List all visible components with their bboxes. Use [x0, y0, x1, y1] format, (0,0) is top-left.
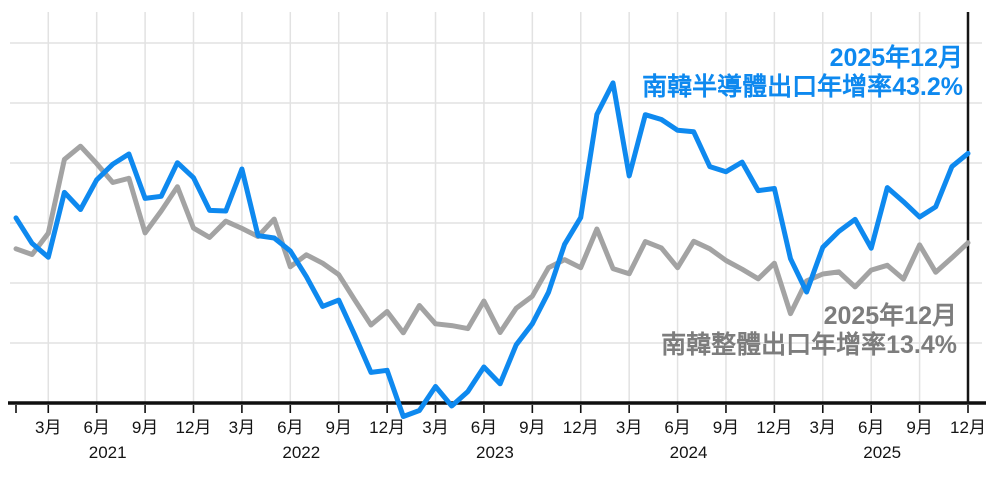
month-tick-label: 9月	[325, 418, 351, 437]
year-label: 2025	[863, 443, 901, 462]
month-tick-label: 6月	[277, 418, 303, 437]
month-tick-label: 9月	[519, 418, 545, 437]
month-tick-label: 3月	[810, 418, 836, 437]
year-label: 2023	[476, 443, 514, 462]
month-tick-label: 9月	[132, 418, 158, 437]
x-axis-ticks	[15, 405, 969, 413]
x-axis-year-labels: 2021 2022 2023 2024 2025	[89, 443, 901, 462]
month-tick-label: 9月	[906, 418, 932, 437]
month-tick-label: 6月	[83, 418, 109, 437]
month-tick-label: 3月	[616, 418, 642, 437]
horizontal-gridlines	[10, 42, 982, 344]
month-tick-label: 12月	[369, 418, 405, 437]
year-label: 2024	[670, 443, 708, 462]
month-tick-label: 3月	[229, 418, 255, 437]
month-tick-label: 12月	[950, 418, 986, 437]
month-tick-label: 6月	[664, 418, 690, 437]
year-label: 2022	[282, 443, 320, 462]
annotation-semiconductor-date: 2025年12月	[829, 44, 963, 72]
x-axis-month-labels: 3月 6月 9月 12月 3月 6月 9月 12月 3月 6月 9月 12月 3月 6月 9月 12月 3月 6月…	[35, 418, 986, 437]
annotation-total-value: 南韓整體出口年增率13.4%	[661, 331, 957, 359]
annotation-semiconductor: 2025年12月 南韓半導體出口年增率43.2%	[642, 44, 963, 102]
year-label: 2021	[89, 443, 127, 462]
month-tick-label: 6月	[471, 418, 497, 437]
month-tick-label: 12月	[176, 418, 212, 437]
annotation-total-date: 2025年12月	[823, 302, 957, 330]
annotation-total: 2025年12月 南韓整體出口年增率13.4%	[661, 302, 957, 360]
month-tick-label: 3月	[422, 418, 448, 437]
month-tick-label: 12月	[756, 418, 792, 437]
month-tick-label: 3月	[35, 418, 61, 437]
vertical-gridlines	[47, 12, 969, 403]
month-tick-label: 6月	[858, 418, 884, 437]
annotation-semiconductor-value: 南韓半導體出口年增率43.2%	[642, 73, 963, 101]
month-tick-label: 12月	[563, 418, 599, 437]
series-semiconductor-exports-line	[13, 80, 971, 419]
month-tick-label: 9月	[713, 418, 739, 437]
